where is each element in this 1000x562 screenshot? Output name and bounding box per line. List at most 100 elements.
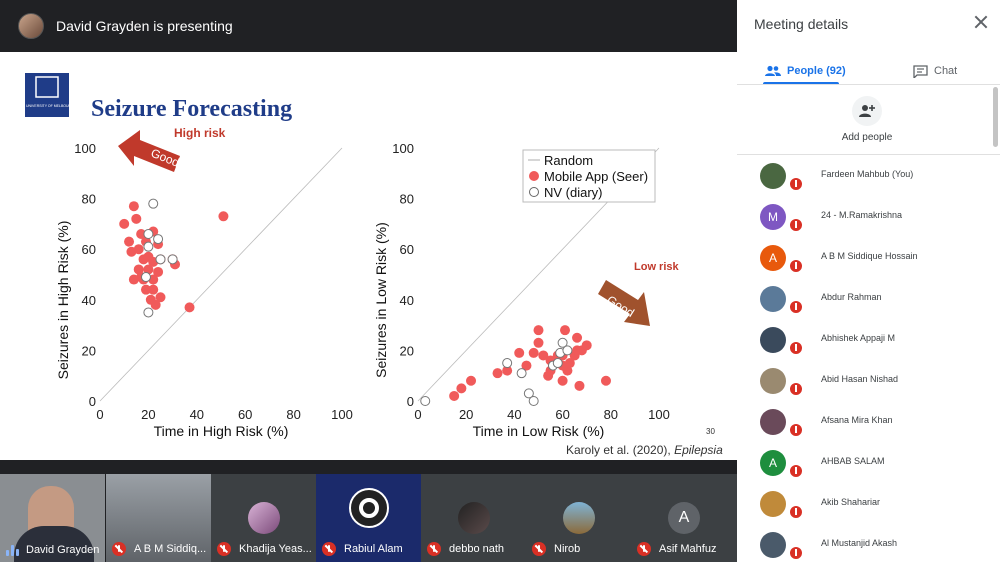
seer-data-point [150,299,161,310]
seer-data-point [560,325,571,336]
tile-name: Khadija Yeas... [239,543,312,555]
y-tick-label: 20 [82,343,96,358]
x-axis-label: Time in Low Risk (%) [473,423,605,439]
participant-name: Akib Shahariar [821,497,881,507]
tab-chat[interactable]: Chat [913,56,957,86]
high-risk-scatter-chart: 0 20 40 60 80 100 0 20 40 60 80 100 Time in High Ris… [55,141,353,439]
seer-data-point [528,347,539,358]
diary-data-point [552,358,563,369]
chart-legend: Random Mobile App (Seer) NV (diary) [522,149,656,203]
participant-row[interactable]: Fardeen Mahbub (You) [737,156,1000,197]
tile-rabiul-alam[interactable]: Rabiul Alam [316,474,421,562]
diary-data-point [523,388,534,399]
avatar [562,502,595,534]
participant-name: AHBAB SALAM [821,456,885,466]
mic-off-icon [788,340,804,356]
tile-david-grayden[interactable]: David Grayden [0,474,105,562]
meeting-details-panel: Meeting details People (92) Chat [737,0,1000,562]
x-tick-label: 20 [459,407,473,422]
tile-name: A B M Siddiq... [134,543,207,555]
seer-data-point [143,264,154,275]
tile-abm-siddique[interactable]: A B M Siddiq... [106,474,211,562]
slide-title: Seizure Forecasting [91,96,292,122]
avatar [457,502,490,534]
seer-data-point [133,264,144,275]
participant-row[interactable]: Al Mustanjid Akash [737,525,1000,562]
seer-data-point [148,284,159,295]
tile-name: David Grayden [26,544,100,556]
avatar: A [668,502,700,534]
presented-slide: THE UNIVERSITY OF MELBOURNE Seizure Fore… [0,52,737,460]
seer-data-point [140,284,151,295]
good-arrow-high-risk: Good [118,130,181,172]
seer-data-point [521,360,532,371]
panel-title: Meeting details [754,16,849,32]
participant-row[interactable]: Akib Shahariar [737,484,1000,525]
mic-off-icon [788,422,804,438]
panel-scrollbar[interactable] [993,87,998,147]
legend-diary-marker [529,187,539,197]
participant-name: Abhishek Appaji M [821,333,896,343]
legend-seer-label: Mobile App (Seer) [544,169,648,184]
seer-data-point [131,213,142,224]
x-tick-label: 80 [286,407,300,422]
x-tick-label: 40 [507,407,521,422]
mic-off-icon [112,542,126,556]
citation: Karoly et al. (2020), Epilepsia [566,443,723,457]
tile-debbo-nath[interactable]: debbo nath [421,474,526,562]
tile-khadija[interactable]: Khadija Yeas... [211,474,316,562]
diary-data-point [155,254,166,265]
participant-name: Afsana Mira Khan [821,415,893,425]
y-tick-label: 100 [74,141,96,156]
diary-data-point [143,229,154,240]
mic-off-icon [788,545,804,561]
mic-off-icon [532,542,546,556]
y-axis-label: Seizures in High Risk (%) [55,221,71,380]
x-tick-label: 60 [555,407,569,422]
participant-row[interactable]: Abdur Rahman [737,279,1000,320]
participant-row[interactable]: A A B M Siddique Hossain [737,238,1000,279]
seer-data-point [533,337,544,348]
tile-nirob[interactable]: Nirob [526,474,631,562]
x-tick-label: 0 [96,407,103,422]
mic-off-icon [322,542,336,556]
y-axis-label: Seizures in Low Risk (%) [373,222,389,378]
svg-text:THE UNIVERSITY OF MELBOURNE: THE UNIVERSITY OF MELBOURNE [18,104,77,108]
diary-data-point [153,234,164,245]
participant-row[interactable]: A AHBAB SALAM [737,443,1000,484]
presenter-avatar [18,13,44,39]
participant-name: Abid Hasan Nishad [821,374,899,384]
participant-name: Abdur Rahman [821,292,882,302]
participant-row[interactable]: Abhishek Appaji M [737,320,1000,361]
seer-data-point [581,340,592,351]
close-icon[interactable] [973,14,989,30]
participant-row[interactable]: Abid Hasan Nishad [737,361,1000,402]
add-people-button[interactable]: Add people [837,96,897,148]
mic-off-icon [788,381,804,397]
add-person-icon [859,105,875,117]
university-logo: THE UNIVERSITY OF MELBOURNE [18,73,77,117]
seer-data-point [557,375,568,386]
participant-row[interactable]: Afsana Mira Khan [737,402,1000,443]
seer-data-point [138,254,149,265]
avatar [760,286,786,312]
diary-data-point [148,198,159,209]
y-tick-label: 40 [400,293,414,308]
x-tick-label: 40 [190,407,204,422]
y-tick-label: 20 [400,343,414,358]
tab-divider [737,84,1000,85]
mic-off-icon [788,176,804,192]
diagonal-random-line [99,147,343,402]
avatar [760,163,786,189]
speaking-indicator-icon [6,544,20,556]
avatar [247,502,280,534]
mic-off-icon [788,258,804,274]
participant-tiles: David Grayden A B M Siddiq... Khadija Ye… [0,474,737,562]
participant-row[interactable]: M 24 - M.Ramakrishna [737,197,1000,238]
diary-data-point [143,307,154,318]
tile-asif-mahfuz[interactable]: A Asif Mahfuz [631,474,737,562]
seer-data-point [136,229,147,240]
tab-people[interactable]: People (92) [765,56,846,86]
seer-data-point [538,350,549,361]
seer-data-point [502,365,513,376]
